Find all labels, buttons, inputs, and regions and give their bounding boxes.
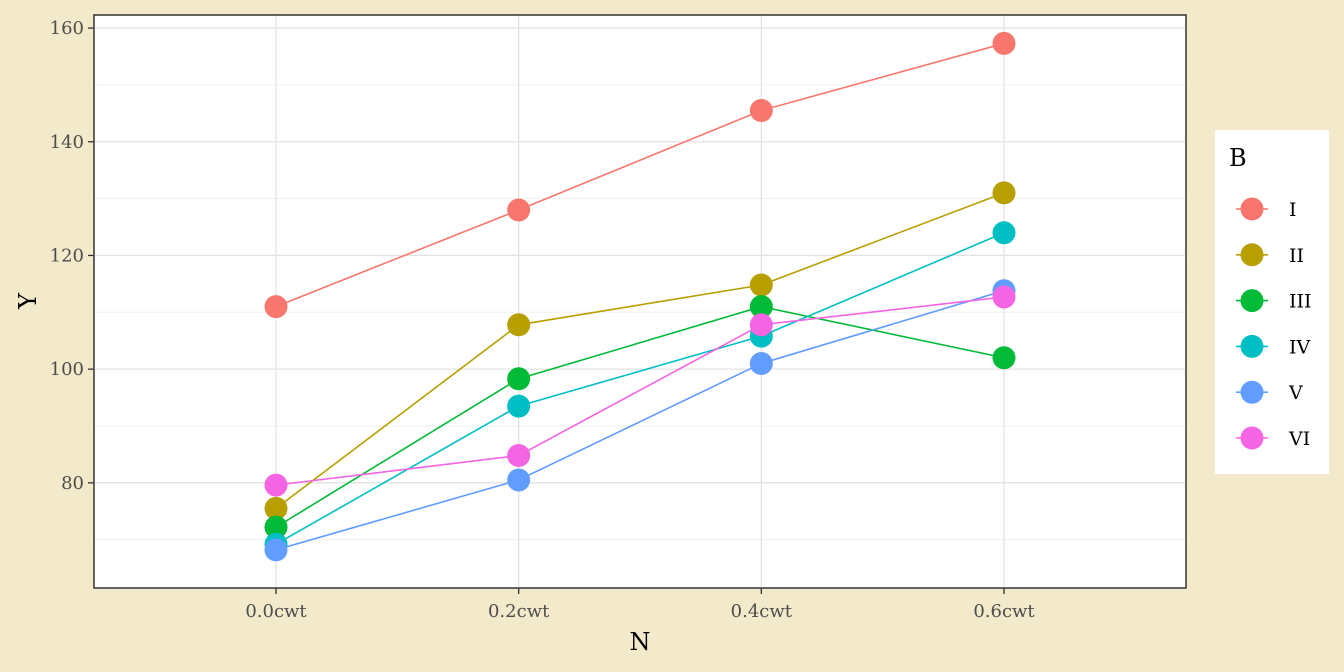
legend-label-I: I bbox=[1289, 199, 1297, 221]
y-tick-label: 100 bbox=[50, 359, 84, 380]
legend-label-III: III bbox=[1289, 291, 1312, 313]
legend-key-point bbox=[1240, 289, 1264, 313]
data-point-II bbox=[992, 181, 1016, 205]
y-axis: 80 100 120 140 160 bbox=[50, 18, 94, 494]
data-point-II bbox=[507, 313, 531, 337]
data-point-II bbox=[749, 273, 773, 297]
series-line-IV bbox=[275, 231, 1005, 545]
y-tick-label: 140 bbox=[50, 132, 84, 153]
x-axis-title: N bbox=[630, 628, 651, 656]
x-axis: 0.0cwt 0.2cwt 0.4cwt 0.6cwt bbox=[245, 588, 1035, 622]
legend-label-V: V bbox=[1288, 382, 1303, 404]
legend-key-point bbox=[1240, 426, 1264, 450]
legend-box bbox=[1215, 130, 1329, 474]
data-point-I bbox=[992, 31, 1016, 55]
data-point-II bbox=[264, 496, 288, 520]
data-point-I bbox=[507, 198, 531, 222]
y-tick-label: 160 bbox=[50, 18, 84, 39]
plot-border bbox=[93, 14, 1187, 589]
x-tick-label: 0.6cwt bbox=[973, 601, 1035, 622]
data-point-III bbox=[749, 295, 773, 319]
data-point-V bbox=[749, 351, 773, 375]
data-point-IV bbox=[507, 394, 531, 418]
y-tick-label: 80 bbox=[61, 473, 84, 494]
y-axis-title: Y bbox=[14, 292, 42, 310]
legend-key-point bbox=[1240, 243, 1264, 267]
legend-label-VI: VI bbox=[1288, 428, 1310, 450]
data-point-III bbox=[992, 346, 1016, 370]
legend-key-point bbox=[1240, 334, 1264, 358]
data-point-IV bbox=[992, 221, 1016, 245]
data-point-V bbox=[264, 538, 288, 562]
data-point-I bbox=[749, 99, 773, 122]
series-line-V bbox=[275, 289, 1005, 551]
x-tick-label: 0.0cwt bbox=[245, 601, 307, 622]
legend-key-point bbox=[1240, 197, 1264, 221]
y-tick-label: 120 bbox=[50, 245, 84, 266]
series-line-II bbox=[275, 192, 1005, 510]
series-lines bbox=[275, 42, 1005, 551]
legend-key-point bbox=[1240, 380, 1264, 404]
series-points bbox=[264, 31, 1016, 562]
legend-label-II: II bbox=[1289, 245, 1304, 267]
data-point-VI bbox=[264, 473, 288, 497]
x-tick-label: 0.2cwt bbox=[488, 601, 550, 622]
series-line-III bbox=[275, 305, 1005, 528]
plot-panel bbox=[93, 14, 1187, 589]
data-point-VI bbox=[507, 444, 531, 468]
data-point-III bbox=[507, 367, 531, 391]
legend-title: B bbox=[1229, 144, 1247, 172]
series-line-I bbox=[275, 42, 1005, 308]
legend-label-IV: IV bbox=[1289, 336, 1311, 358]
data-point-I bbox=[264, 295, 288, 319]
data-point-VI bbox=[749, 313, 773, 337]
data-point-VI bbox=[992, 285, 1016, 309]
x-tick-label: 0.4cwt bbox=[731, 601, 793, 622]
series-line-VI bbox=[275, 296, 1005, 486]
data-point-III bbox=[264, 515, 288, 539]
data-point-V bbox=[507, 468, 531, 492]
